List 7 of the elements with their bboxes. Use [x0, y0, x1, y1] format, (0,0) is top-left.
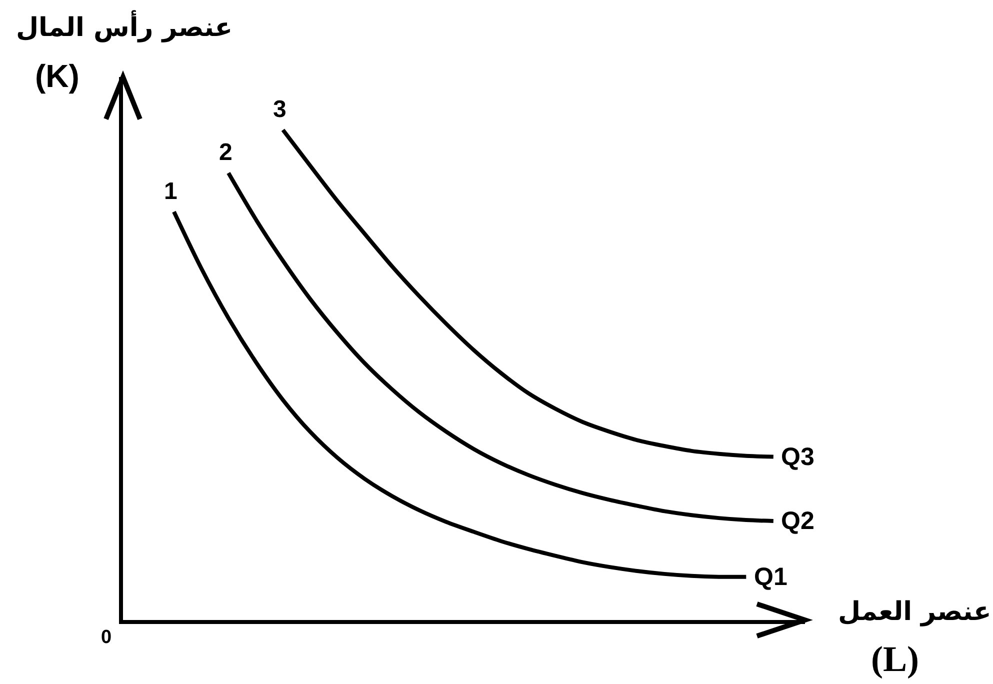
series-label: Q3 — [781, 443, 814, 471]
series-label: Q2 — [781, 507, 814, 535]
annotation: 2 — [219, 139, 232, 166]
annotation: 3 — [273, 96, 286, 123]
annotation: 1 — [164, 178, 178, 205]
series-label: Q1 — [754, 563, 788, 591]
text: 0 — [101, 627, 112, 648]
